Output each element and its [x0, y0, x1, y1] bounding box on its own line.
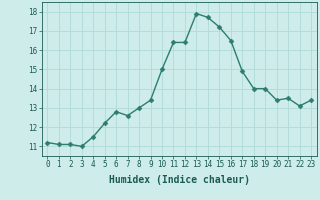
X-axis label: Humidex (Indice chaleur): Humidex (Indice chaleur): [109, 175, 250, 185]
